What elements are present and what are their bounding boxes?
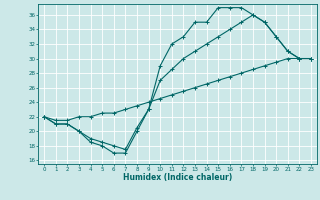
X-axis label: Humidex (Indice chaleur): Humidex (Indice chaleur): [123, 173, 232, 182]
